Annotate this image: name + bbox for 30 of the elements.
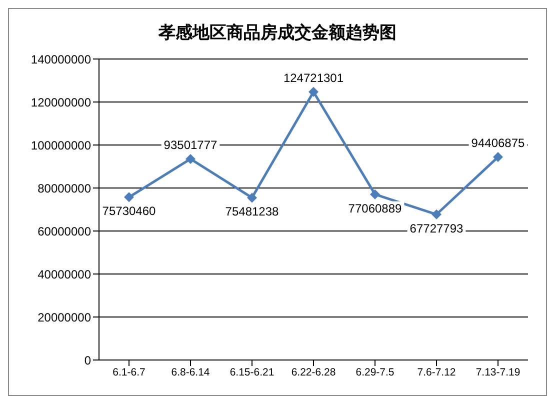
point bbox=[186, 154, 196, 164]
point bbox=[124, 192, 134, 202]
y-tick-label: 140000000 bbox=[30, 52, 92, 66]
point bbox=[370, 189, 380, 200]
x-tick-label: 7.6-7.12 bbox=[417, 366, 456, 378]
y-tick-label: 40000000 bbox=[38, 267, 92, 282]
y-tick-label: 120000000 bbox=[30, 95, 92, 110]
y-tick-label: 20000000 bbox=[38, 310, 92, 324]
point bbox=[247, 192, 257, 203]
x-tick-label: 6.29-7.5 bbox=[356, 366, 394, 378]
point bbox=[308, 86, 318, 97]
y-tick-label: 60000000 bbox=[38, 224, 92, 238]
data-label: 77060889 bbox=[348, 201, 402, 216]
y-tick-label: 0 bbox=[84, 353, 92, 368]
data-label: 93501777 bbox=[164, 138, 218, 152]
data-label: 75730460 bbox=[102, 204, 156, 218]
data-label: 75481238 bbox=[225, 204, 280, 219]
point bbox=[432, 209, 442, 220]
x-tick-label: 7.13-7.19 bbox=[476, 366, 520, 378]
data-label: 94406875 bbox=[471, 136, 526, 150]
data-label: 67727793 bbox=[410, 221, 464, 236]
y-tick-label: 80000000 bbox=[38, 181, 92, 196]
x-tick-label: 6.22-6.28 bbox=[291, 366, 336, 378]
x-tick-label: 6.1-6.7 bbox=[112, 366, 146, 378]
chart-title: 孝感地区商品房成交金额趋势图 bbox=[157, 22, 398, 44]
y-tick-label: 100000000 bbox=[30, 138, 92, 152]
x-tick-label: 6.15-6.21 bbox=[230, 366, 274, 378]
data-label: 124721301 bbox=[283, 70, 344, 85]
x-tick-label: 6.8-6.14 bbox=[171, 366, 210, 378]
point bbox=[493, 152, 503, 162]
